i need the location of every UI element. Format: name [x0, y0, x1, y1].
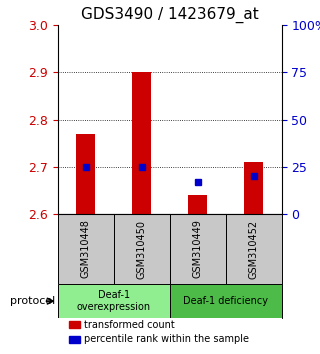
Bar — [132, 72, 151, 214]
FancyBboxPatch shape — [58, 214, 114, 284]
FancyBboxPatch shape — [226, 214, 282, 284]
Text: GSM310452: GSM310452 — [249, 219, 259, 279]
Text: transformed count: transformed count — [84, 320, 175, 330]
Text: Deaf-1
overexpression: Deaf-1 overexpression — [76, 290, 151, 312]
Bar — [69, 321, 80, 329]
Text: GSM310449: GSM310449 — [193, 219, 203, 279]
FancyBboxPatch shape — [170, 284, 282, 319]
Bar — [188, 195, 207, 214]
Bar — [69, 336, 80, 343]
Text: GSM310450: GSM310450 — [137, 219, 147, 279]
Text: protocol: protocol — [10, 296, 55, 306]
Title: GDS3490 / 1423679_at: GDS3490 / 1423679_at — [81, 7, 259, 23]
Text: GSM310448: GSM310448 — [81, 219, 91, 279]
FancyBboxPatch shape — [58, 284, 170, 319]
FancyBboxPatch shape — [114, 214, 170, 284]
FancyBboxPatch shape — [170, 214, 226, 284]
Bar — [76, 134, 95, 214]
Bar — [244, 162, 263, 214]
Text: percentile rank within the sample: percentile rank within the sample — [84, 334, 250, 344]
Text: Deaf-1 deficiency: Deaf-1 deficiency — [183, 296, 268, 306]
